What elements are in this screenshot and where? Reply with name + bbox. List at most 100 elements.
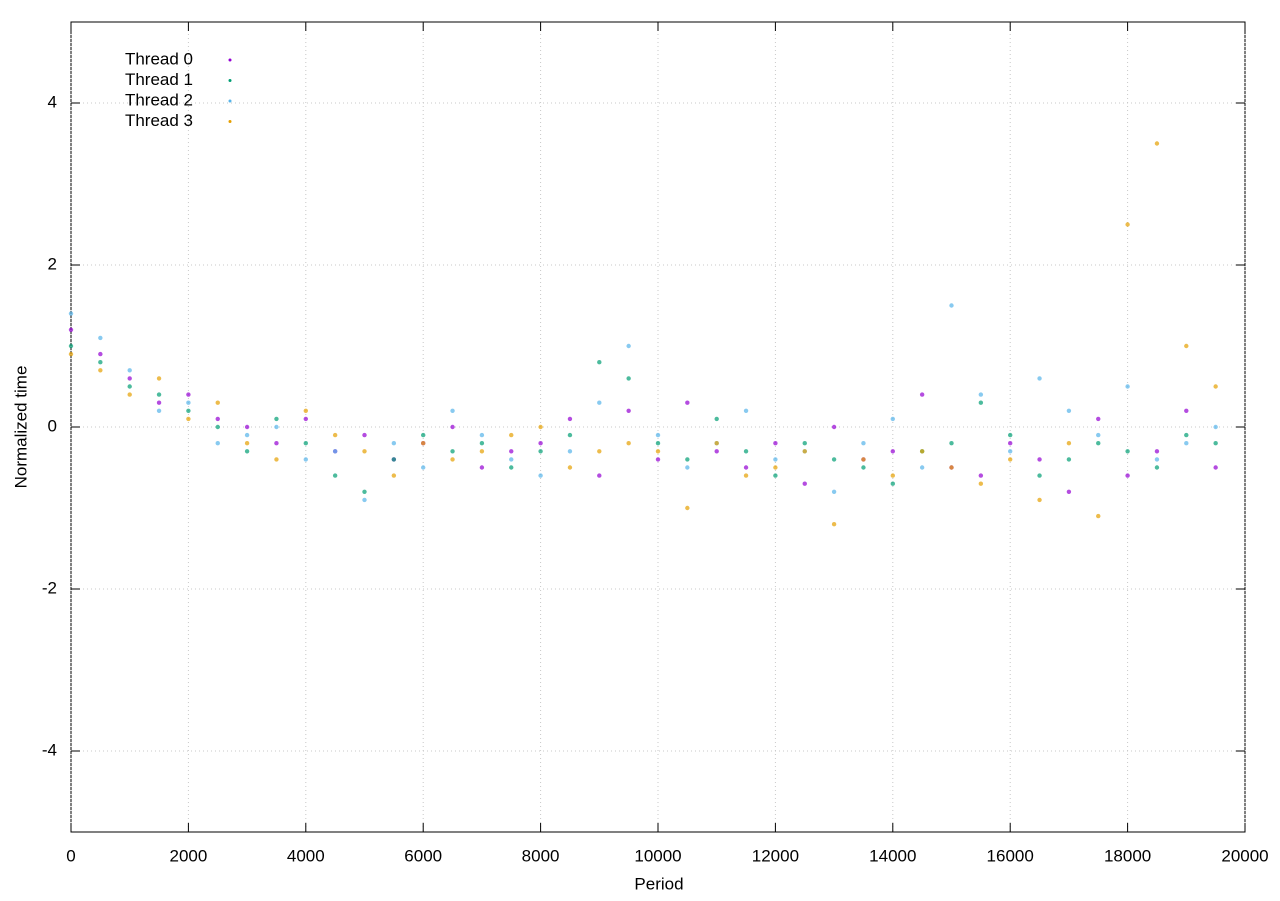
- data-point: [1066, 441, 1072, 446]
- data-point: [978, 473, 984, 478]
- data-point: [1037, 497, 1042, 503]
- data-point: [567, 465, 573, 470]
- legend-swatch: [228, 99, 232, 103]
- x-tick-label: 10000: [634, 846, 681, 865]
- data-point: [509, 457, 514, 462]
- data-point: [1066, 457, 1072, 462]
- data-point: [1213, 424, 1218, 430]
- x-tick-label: 4000: [287, 846, 325, 865]
- data-point: [509, 449, 514, 454]
- data-point: [1184, 432, 1189, 438]
- data-point: [1184, 441, 1189, 446]
- data-point: [509, 465, 514, 470]
- data-point: [890, 473, 895, 478]
- data-point: [1213, 441, 1218, 446]
- data-point: [890, 449, 895, 454]
- data-point: [831, 424, 837, 430]
- data-point: [1154, 449, 1160, 454]
- data-point: [68, 311, 74, 316]
- data-point: [1008, 441, 1013, 446]
- data-point: [98, 335, 103, 341]
- data-point: [1154, 465, 1160, 470]
- data-point: [362, 497, 367, 503]
- data-point: [244, 449, 250, 454]
- legend-swatch: [228, 120, 232, 123]
- x-tick-label: 0: [66, 846, 75, 865]
- data-point: [186, 408, 191, 413]
- data-point: [919, 449, 925, 454]
- data-point: [156, 408, 162, 413]
- data-point: [98, 351, 103, 357]
- data-point: [655, 449, 661, 454]
- y-tick-label: 0: [48, 416, 57, 435]
- data-point: [362, 449, 367, 454]
- x-tick-label: 12000: [752, 846, 799, 865]
- data-point: [773, 441, 778, 446]
- x-tick-label: 8000: [522, 846, 560, 865]
- data-point: [949, 441, 954, 446]
- data-point: [303, 408, 308, 413]
- x-tick-label: 6000: [404, 846, 442, 865]
- x-tick-label: 20000: [1221, 846, 1268, 865]
- data-point: [68, 351, 74, 357]
- data-point: [1213, 384, 1218, 389]
- data-point: [626, 441, 631, 446]
- data-point: [1154, 457, 1160, 462]
- data-point: [303, 441, 308, 446]
- data-point: [156, 376, 162, 381]
- data-point: [450, 424, 455, 430]
- data-point: [127, 368, 132, 373]
- data-point: [831, 457, 837, 462]
- data-point: [421, 465, 426, 470]
- data-point: [597, 473, 602, 478]
- data-point: [919, 465, 925, 470]
- data-point: [1184, 343, 1189, 349]
- data-point: [186, 400, 191, 405]
- data-point: [68, 343, 74, 349]
- data-point: [890, 481, 895, 486]
- data-point: [1184, 408, 1189, 413]
- data-point: [509, 432, 514, 438]
- data-point: [538, 424, 543, 430]
- data-point: [538, 441, 543, 446]
- data-point: [156, 400, 162, 405]
- data-point: [685, 400, 690, 405]
- data-point: [1154, 141, 1160, 146]
- data-point: [1037, 376, 1042, 381]
- data-point: [685, 457, 690, 462]
- data-point: [421, 432, 426, 438]
- data-point: [450, 449, 455, 454]
- y-tick-label: -4: [42, 740, 57, 759]
- data-point: [215, 416, 220, 422]
- data-point: [714, 441, 719, 446]
- data-point: [538, 449, 543, 454]
- x-tick-label: 18000: [1104, 846, 1151, 865]
- data-point: [362, 432, 367, 438]
- data-point: [274, 457, 279, 462]
- data-point: [450, 457, 455, 462]
- data-point: [1213, 465, 1218, 470]
- data-point: [1096, 441, 1101, 446]
- x-axis-label: Period: [634, 874, 683, 893]
- data-point: [1096, 416, 1101, 422]
- data-point: [391, 457, 397, 462]
- data-point: [626, 376, 631, 381]
- data-point: [626, 408, 631, 413]
- data-point: [861, 441, 866, 446]
- data-point: [743, 408, 749, 413]
- y-tick-label: 2: [48, 254, 57, 273]
- data-point: [274, 416, 279, 422]
- data-point: [861, 457, 866, 462]
- data-point: [655, 457, 661, 462]
- data-point: [332, 473, 338, 478]
- data-point: [655, 441, 661, 446]
- data-point: [743, 473, 749, 478]
- data-point: [127, 384, 132, 389]
- data-point: [244, 424, 250, 430]
- data-point: [68, 327, 74, 332]
- data-point: [1096, 432, 1101, 438]
- data-point: [978, 392, 984, 397]
- data-point: [332, 449, 338, 454]
- data-point: [479, 449, 485, 454]
- y-tick-label: -2: [42, 578, 57, 597]
